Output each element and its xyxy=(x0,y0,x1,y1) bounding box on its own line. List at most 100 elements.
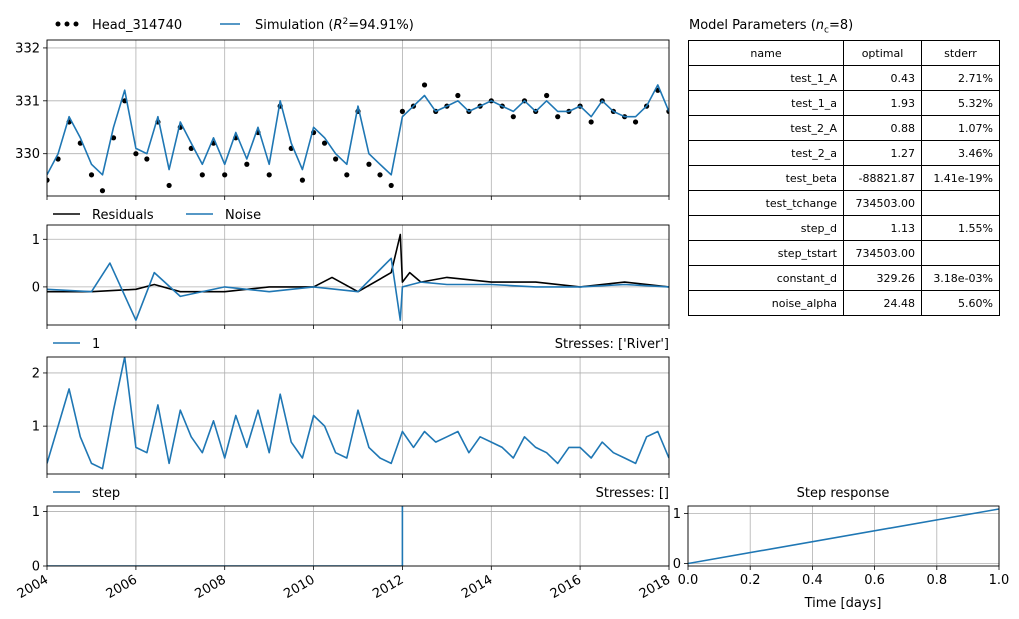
x-tick-label: 2008 xyxy=(193,572,229,602)
parameters-cell-stderr: 3.46% xyxy=(921,140,1000,166)
data-point-head xyxy=(266,172,272,178)
legend-label-step: step xyxy=(92,486,120,501)
parameters-table: name optimal stderr test_1_A 0.43 2.71% tes… xyxy=(688,40,1000,316)
data-point-head xyxy=(110,135,117,141)
parameters-cell-stderr: 1.07% xyxy=(921,115,1000,141)
panel-river: 12 xyxy=(32,356,670,478)
data-point-head xyxy=(588,119,594,125)
parameters-row: test_2_a 1.27 3.46% xyxy=(688,140,1000,166)
data-point-head xyxy=(399,108,405,114)
parameters-cell-optimal: 734503.00 xyxy=(843,190,922,216)
y-tick-label: 2 xyxy=(32,366,40,381)
legend-label-simulation: Simulation (R2=94.91%) xyxy=(255,17,414,33)
series-group xyxy=(47,357,669,470)
x-tick-label: 2006 xyxy=(104,572,140,602)
legends-layer: Head_314740 Simulation (R2=94.91%) Resid… xyxy=(53,17,889,611)
panel-residuals: 01 xyxy=(32,224,670,329)
series-group xyxy=(47,82,669,194)
parameters-cell-optimal: 0.43 xyxy=(843,65,922,91)
legend-marker-head xyxy=(55,21,61,27)
legend-residuals: Residuals Noise xyxy=(53,208,261,223)
parameters-row: test_beta -88821.87 1.41e-19% xyxy=(688,165,1000,191)
parameters-row: step_tstart 734503.00 xyxy=(688,240,1000,266)
y-tick-label: 332 xyxy=(15,41,40,56)
x-tick-label: 1.0 xyxy=(989,573,1010,588)
parameters-cell-name: step_d xyxy=(688,215,844,241)
parameters-cell-optimal: 734503.00 xyxy=(843,240,922,266)
parameters-title: Model Parameters (nc=8) xyxy=(689,18,854,36)
x-tick-label: 0.0 xyxy=(678,573,699,588)
step-response-title: Step response xyxy=(797,486,890,501)
axes-frame xyxy=(46,39,670,197)
legend-marker-head xyxy=(73,21,79,27)
series-group xyxy=(47,506,404,566)
data-point-head xyxy=(222,172,228,178)
data-point-head xyxy=(47,177,50,183)
x-tick-label: 2014 xyxy=(459,572,495,602)
y-tick-label: 1 xyxy=(32,233,40,248)
parameters-cell-optimal: 1.93 xyxy=(843,90,922,116)
parameters-cell-name: step_tstart xyxy=(688,240,844,266)
step-response-xlabel: Time [days] xyxy=(804,596,882,611)
parameters-cell-stderr: 1.41e-19% xyxy=(921,165,1000,191)
parameters-cell-name: test_tchange xyxy=(688,190,844,216)
y-tick-label: 331 xyxy=(15,94,40,109)
parameters-row: test_2_A 0.88 1.07% xyxy=(688,115,1000,141)
parameters-cell-stderr: 5.60% xyxy=(921,290,1000,316)
data-point-head xyxy=(99,188,106,194)
stresses-label-river: Stresses: ['River'] xyxy=(555,337,669,352)
y-tick-label: 1 xyxy=(32,505,40,520)
data-point-head xyxy=(632,119,639,125)
axes-frame xyxy=(46,505,670,567)
legend-river: 1 Stresses: ['River'] xyxy=(53,337,669,352)
parameters-cell-optimal: 0.88 xyxy=(843,115,922,141)
axes-frame xyxy=(46,224,670,326)
data-point-head xyxy=(544,92,550,99)
data-point-head xyxy=(366,161,372,167)
parameters-cell-optimal: 1.27 xyxy=(843,140,922,166)
data-point-head xyxy=(344,172,350,178)
x-tick-label: 0.6 xyxy=(864,573,885,588)
x-tick-label: 0.4 xyxy=(802,573,823,588)
series-line-residuals xyxy=(47,233,669,293)
series-line-noise xyxy=(47,257,669,322)
series-line-step-response xyxy=(688,508,999,565)
data-point-head xyxy=(377,172,383,178)
data-point-head xyxy=(244,161,250,167)
data-point-head xyxy=(299,177,306,183)
y-tick-label: 1 xyxy=(32,420,40,435)
legend-marker-head xyxy=(64,21,70,27)
y-tick-label: 330 xyxy=(15,147,40,162)
data-point-head xyxy=(88,172,95,178)
parameters-cell-optimal: -88821.87 xyxy=(843,165,922,191)
legend-step: step Stresses: [] xyxy=(53,486,669,501)
parameters-cell-name: test_2_A xyxy=(688,115,844,141)
y-tick-label: 0 xyxy=(32,560,40,575)
y-tick-label: 0 xyxy=(673,557,681,572)
parameters-cell-name: test_1_a xyxy=(688,90,844,116)
parameters-cell-stderr: 3.18e-03% xyxy=(921,265,1000,291)
parameters-cell-stderr: 5.32% xyxy=(921,90,1000,116)
series-line-step xyxy=(47,506,404,566)
x-tick-label: 2016 xyxy=(548,572,584,602)
parameters-cell-name: noise_alpha xyxy=(688,290,844,316)
data-point-head xyxy=(510,114,516,120)
stresses-label-step: Stresses: [] xyxy=(596,486,669,501)
series-group xyxy=(688,508,999,565)
data-point-head xyxy=(555,114,561,120)
legend-label-residuals: Residuals xyxy=(92,208,154,223)
data-point-head xyxy=(166,182,172,189)
x-tick-label: 2010 xyxy=(281,572,317,602)
parameters-cell-name: test_beta xyxy=(688,165,844,191)
panel-step: 2004 2006 2008 2010 2012 2014 2016 2018 0 1 xyxy=(15,505,673,602)
legend-label-river: 1 xyxy=(92,337,100,352)
parameters-cell-name: test_2_a xyxy=(688,140,844,166)
parameters-cell-stderr: 1.55% xyxy=(921,215,1000,241)
parameters-row: test_tchange 734503.00 xyxy=(688,190,1000,216)
parameters-cell-stderr: 2.71% xyxy=(921,65,1000,91)
parameters-cell-stderr xyxy=(921,190,1000,216)
series-group xyxy=(47,233,669,322)
parameters-header-name: name xyxy=(688,40,844,66)
